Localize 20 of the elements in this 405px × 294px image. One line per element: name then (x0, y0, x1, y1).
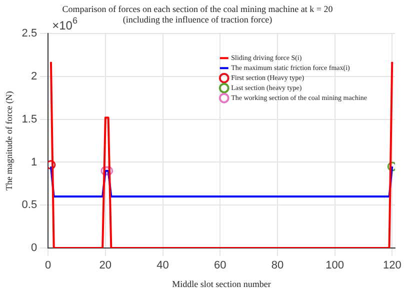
point (48, 160, 56, 170)
x-tick-label: 40 (156, 260, 169, 272)
x-axis-title: Middle slot section number (172, 278, 271, 289)
point (387, 162, 395, 172)
x-tick-label: 0 (45, 260, 52, 272)
x-tick-label: 80 (271, 260, 284, 272)
x-tick-label: 20 (99, 260, 112, 272)
y-tick-label: 2 (30, 70, 38, 83)
y-tick-label: 1 (30, 156, 38, 168)
chart-title: Comparison of forces on each section of the coal mining machine at k = 20 (62, 4, 334, 14)
y-tick-label: 2.5 (22, 28, 38, 40)
y-tick-label: 0 (30, 242, 38, 254)
x-tick-label: 120 (382, 260, 402, 272)
x-tick-label: 100 (326, 260, 344, 272)
y-tick-label: 0.5 (22, 199, 38, 212)
x-tick-label: 60 (214, 260, 226, 272)
chart-subtitle: (including the influence of traction force) (122, 14, 272, 25)
y-axis-title: The magnitude of force (N) (4, 91, 14, 191)
y-tick-label: 1.5 (22, 113, 38, 126)
point (104, 166, 114, 176)
